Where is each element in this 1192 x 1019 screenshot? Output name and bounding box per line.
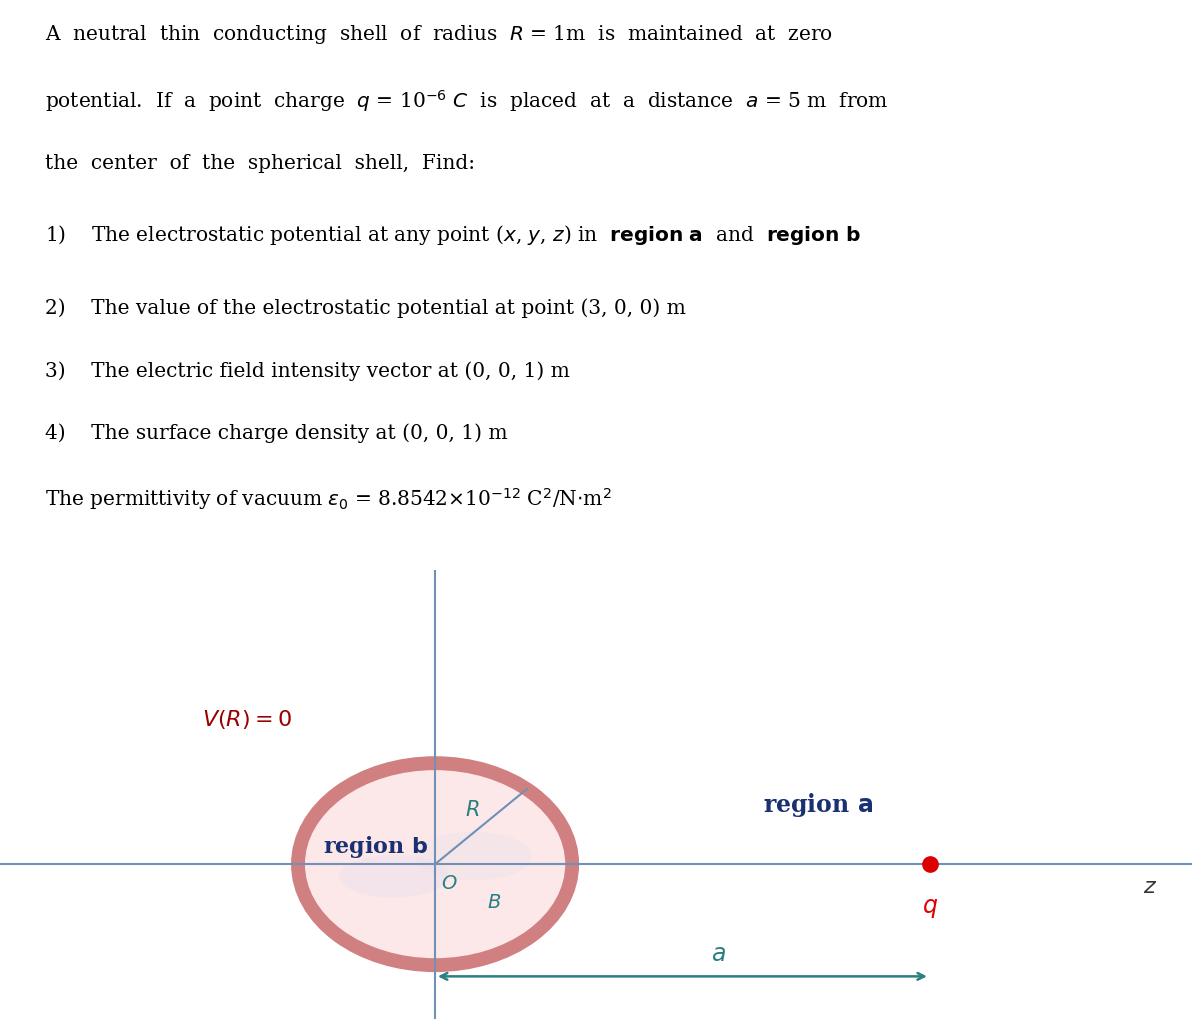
Text: 3)    The electric field intensity vector at (0, 0, 1) m: 3) The electric field intensity vector a… <box>45 361 570 380</box>
Text: $a$: $a$ <box>710 943 726 965</box>
Text: 2)    The value of the electrostatic potential at point (3, 0, 0) m: 2) The value of the electrostatic potent… <box>45 299 687 318</box>
Text: 4)    The surface charge density at (0, 0, 1) m: 4) The surface charge density at (0, 0, … <box>45 423 508 443</box>
Text: A  neutral  thin  conducting  shell  of  radius  $R$ = 1m  is  maintained  at  z: A neutral thin conducting shell of radiu… <box>45 22 833 46</box>
Text: potential.  If  a  point  charge  $q$ = 10$^{-6}$ $C$  is  placed  at  a  distan: potential. If a point charge $q$ = 10$^{… <box>45 89 889 114</box>
Text: $O$: $O$ <box>441 874 458 893</box>
Text: $B$: $B$ <box>488 894 502 911</box>
Ellipse shape <box>340 855 448 898</box>
Text: $q$: $q$ <box>921 896 938 919</box>
Text: $R$: $R$ <box>465 799 479 819</box>
Text: $V(R) = 0$: $V(R) = 0$ <box>201 707 292 730</box>
Ellipse shape <box>415 833 532 880</box>
Text: the  center  of  the  spherical  shell,  Find:: the center of the spherical shell, Find: <box>45 154 476 173</box>
Text: region $\mathbf{b}$: region $\mathbf{b}$ <box>323 834 428 859</box>
Text: $z$: $z$ <box>1143 875 1157 898</box>
Text: 1)    The electrostatic potential at any point ($x$, $y$, $z$) in  $\mathbf{regi: 1) The electrostatic potential at any po… <box>45 223 862 247</box>
Ellipse shape <box>298 763 572 965</box>
Text: region $\mathbf{a}$: region $\mathbf{a}$ <box>763 790 873 818</box>
Text: The permittivity of vacuum $\varepsilon_0$ = 8.8542$\times$10$^{-12}$ C$^2$/N$\c: The permittivity of vacuum $\varepsilon_… <box>45 485 611 512</box>
